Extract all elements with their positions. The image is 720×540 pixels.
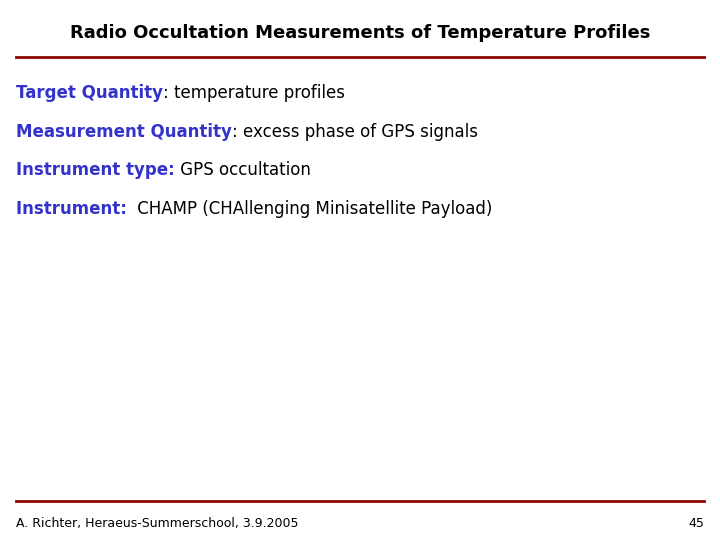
Text: Measurement Quantity: Measurement Quantity (16, 123, 232, 140)
Text: GPS occultation: GPS occultation (174, 161, 310, 179)
Text: 45: 45 (688, 517, 704, 530)
Text: Target Quantity: Target Quantity (16, 84, 163, 102)
Text: A. Richter, Heraeus-Summerschool, 3.9.2005: A. Richter, Heraeus-Summerschool, 3.9.20… (16, 517, 298, 530)
Text: Radio Occultation Measurements of Temperature Profiles: Radio Occultation Measurements of Temper… (70, 24, 650, 42)
Text: : temperature profiles: : temperature profiles (163, 84, 345, 102)
Text: Instrument type:: Instrument type: (16, 161, 174, 179)
Text: CHAMP (CHAllenging Minisatellite Payload): CHAMP (CHAllenging Minisatellite Payload… (132, 200, 493, 218)
Text: Instrument:: Instrument: (16, 200, 132, 218)
Text: : excess phase of GPS signals: : excess phase of GPS signals (232, 123, 477, 140)
